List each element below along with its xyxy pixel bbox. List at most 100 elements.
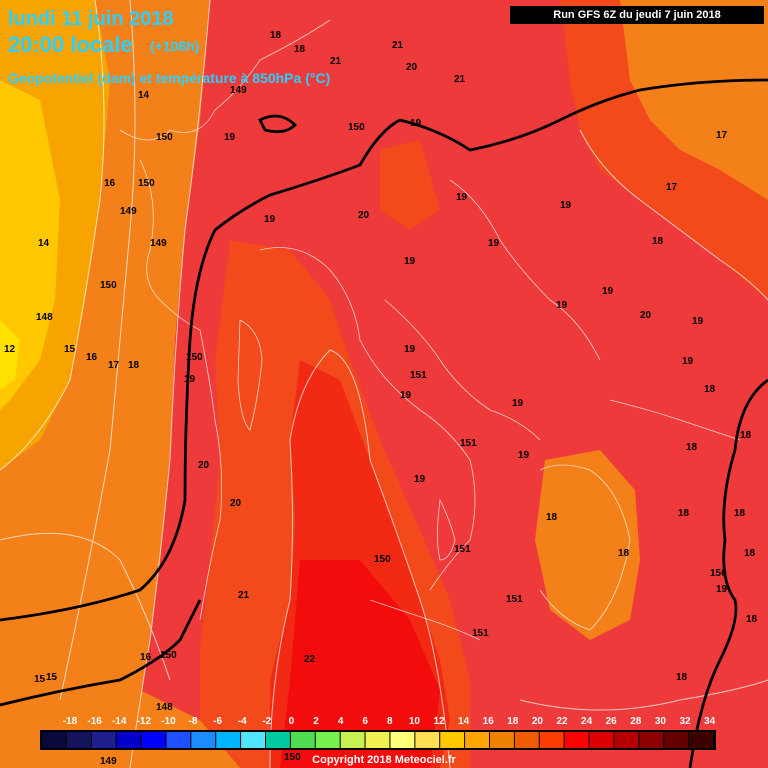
geopot-label: 151	[506, 594, 523, 605]
geopot-label: 151	[472, 628, 489, 639]
color-legend: -18 -16 -14 -12 -10 -8 -6 -4 -2 0 2 4 6 8 10 12 14 16 18 20…	[40, 716, 716, 750]
geopot-label: 150	[374, 554, 391, 565]
legend-swatch	[514, 732, 539, 748]
legend-swatch	[490, 732, 514, 748]
temp-label: 18	[652, 236, 664, 247]
legend-swatch	[141, 732, 166, 748]
legend-swatch	[664, 732, 689, 748]
legend-tick-label: -16	[87, 716, 102, 727]
orange-red-alps-field	[380, 140, 440, 230]
temp-label: 15	[64, 344, 76, 355]
legend-tick-label: 18	[507, 716, 519, 727]
legend-tick-label: 14	[458, 716, 470, 727]
orange-aegean-field	[535, 450, 640, 640]
legend-swatch	[166, 732, 191, 748]
temp-label: 18	[678, 508, 690, 519]
temp-label: 19	[224, 132, 236, 143]
jet-contour	[0, 78, 768, 768]
copyright: Copyright 2018 Meteociel.fr	[312, 754, 456, 766]
temp-label: 18	[704, 384, 716, 395]
legend-tick-label: 22	[556, 716, 568, 727]
temp-label: 21	[392, 40, 404, 51]
legend-tick-label: 30	[655, 716, 667, 727]
geopot-label: 149	[120, 206, 137, 217]
temp-label: 19	[404, 344, 416, 355]
coastlines	[119, 19, 741, 641]
legend-tick-label: 2	[313, 716, 319, 727]
legend-swatch	[564, 732, 589, 748]
legend-tick-label: 12	[433, 716, 445, 727]
temp-label: 21	[454, 74, 466, 85]
legend-tick-label: 26	[606, 716, 618, 727]
temp-label: 20	[198, 460, 210, 471]
temp-label: 15	[34, 674, 46, 685]
temp-label: 19	[414, 474, 426, 485]
legend-tick-label: 34	[704, 716, 716, 727]
legend-swatch	[116, 732, 141, 748]
temp-label: 19	[692, 316, 704, 327]
legend-swatch	[241, 732, 265, 748]
orange-east-field	[620, 0, 768, 200]
legend-swatch	[91, 732, 116, 748]
temp-label: 20	[406, 62, 418, 73]
geopot-label: 20	[640, 310, 652, 321]
legend-tick-label: 24	[581, 716, 593, 727]
run-info-badge: Run GFS 6Z du jeudi 7 juin 2018	[510, 6, 764, 24]
legend-tick-label: -6	[213, 716, 222, 727]
legend-swatch	[689, 732, 713, 748]
temp-label: 19	[682, 356, 694, 367]
legend-tick-label: -12	[137, 716, 152, 727]
geopot-label: 150	[160, 650, 177, 661]
legend-swatch	[390, 732, 415, 748]
temp-label: 17	[666, 182, 678, 193]
geopot-label: 148	[36, 312, 53, 323]
legend-tick-label: -4	[238, 716, 247, 727]
map-subtitle: Geopotentiel (dam) et température à 850h…	[8, 70, 331, 86]
geopot-label: 150	[186, 352, 203, 363]
legend-tick-label: 28	[630, 716, 642, 727]
temp-label: 20	[358, 210, 370, 221]
legend-swatch	[42, 732, 66, 748]
legend-swatch	[191, 732, 216, 748]
temp-label: 16	[86, 352, 98, 363]
temp-label: 19	[556, 300, 568, 311]
legend-tick-label: 16	[483, 716, 495, 727]
temp-label: 19	[410, 118, 422, 129]
temp-label: 18	[740, 430, 752, 441]
geopot-label: 150	[100, 280, 117, 291]
legend-tick-label: -10	[161, 716, 176, 727]
legend-tick-label: 32	[679, 716, 691, 727]
temp-label: 19	[602, 286, 614, 297]
temp-label: 18	[128, 360, 140, 371]
geopot-label: 151	[454, 544, 471, 555]
temp-label: 19	[716, 584, 728, 595]
legend-tick-label: -14	[112, 716, 127, 727]
temp-label: 19	[456, 192, 468, 203]
gold-field	[0, 80, 60, 410]
forecast-hours: (+108h)	[150, 38, 200, 54]
legend-swatch	[266, 732, 290, 748]
temp-label: 19	[560, 200, 572, 211]
temp-label: 19	[184, 374, 196, 385]
temp-label: 18	[618, 548, 630, 559]
temp-label: 18	[294, 44, 306, 55]
geopot-label: 150	[348, 122, 365, 133]
legend-tick-label: 6	[362, 716, 368, 727]
temp-label: 21	[330, 56, 342, 67]
geopot-label: 149	[230, 85, 247, 96]
temp-label: 19	[518, 450, 530, 461]
geopot-label: 151	[410, 370, 427, 381]
legend-swatch	[290, 732, 315, 748]
legend-swatch	[315, 732, 340, 748]
legend-swatch	[365, 732, 390, 748]
temp-label: 17	[108, 360, 120, 371]
geopot-label: 149	[100, 756, 117, 767]
yellow-field	[0, 320, 20, 390]
geopot-label: 150	[710, 568, 727, 579]
temp-label: 19	[400, 390, 412, 401]
map-labels: 18 18 21 21 20 19 19 21 14 149 150 16 15…	[4, 30, 758, 767]
temp-label: 19	[404, 256, 416, 267]
legend-tick-label: -2	[262, 716, 271, 727]
